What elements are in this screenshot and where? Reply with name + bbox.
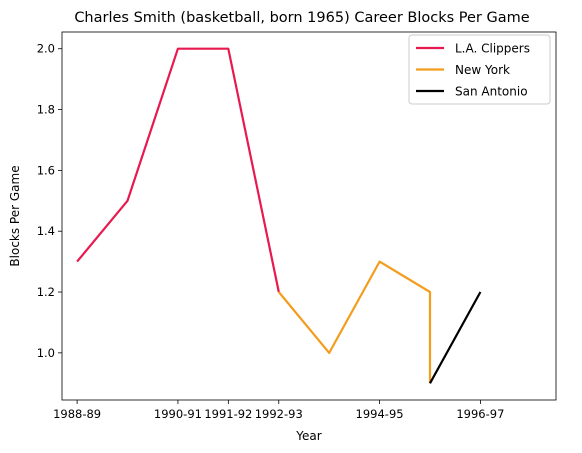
y-tick-label: 1.0	[37, 346, 55, 360]
series-line-l-a-clippers	[76, 47, 280, 293]
x-tick-label: 1992-93	[255, 407, 303, 421]
series-line-new-york	[277, 260, 432, 384]
x-tick-label: 1991-92	[204, 407, 252, 421]
legend-label: New York	[455, 63, 510, 77]
y-axis-ticks: 1.0 1.2 1.4 1.6 1.8 2.0	[37, 42, 62, 360]
legend: L.A. Clippers New York San Antonio	[408, 34, 551, 105]
x-tick-label: 1988-89	[53, 407, 101, 421]
series-line-san-antonio	[429, 291, 482, 384]
legend-label: L.A. Clippers	[455, 42, 530, 56]
series-lines	[76, 47, 482, 384]
y-tick-label: 1.6	[37, 163, 55, 177]
x-axis-label: Year	[295, 429, 321, 443]
x-tick-label: 1990-91	[154, 407, 202, 421]
y-tick-label: 1.4	[37, 224, 55, 238]
x-axis-ticks: 1988-89 1990-91 1991-92 1992-93 1994-95 1996-…	[53, 400, 504, 421]
chart-title: Charles Smith (basketball, born 1965) Ca…	[74, 10, 529, 26]
y-axis-label: Blocks Per Game	[8, 165, 22, 266]
y-tick-label: 2.0	[37, 42, 55, 56]
legend-box	[408, 34, 551, 105]
x-tick-label: 1994-95	[356, 407, 404, 421]
y-tick-label: 1.8	[37, 103, 55, 117]
legend-items: L.A. Clippers New York San Antonio	[416, 42, 530, 99]
legend-label: San Antonio	[455, 85, 528, 99]
y-tick-label: 1.2	[37, 285, 55, 299]
x-tick-label: 1996-97	[456, 407, 504, 421]
